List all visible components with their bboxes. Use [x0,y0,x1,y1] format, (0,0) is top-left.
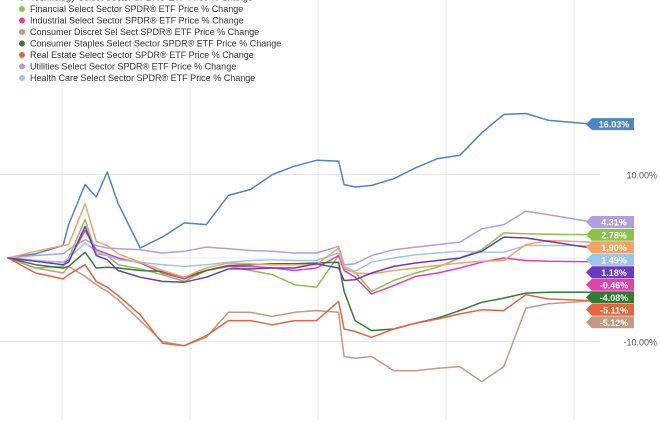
legend-entry: Consumer Staples Select Sector SPDR® ETF… [19,39,281,49]
end-label-badge [586,118,634,131]
end-label-value: -4.08% [600,293,629,303]
legend-entry: Utilities Select Sector SPDR® ETF Price … [19,62,236,72]
y-tick-label: -10.00% [623,338,657,348]
series-end-label: -5.12% [586,316,634,329]
series-line [7,257,593,347]
end-label-badge [586,228,634,241]
legend-swatch [19,17,25,24]
y-tick-label: 10.00% [626,171,657,181]
end-label-badge [586,216,634,229]
series-end-label: 2.78% [586,228,634,241]
end-label-value: 1.18% [601,268,627,278]
series-line [7,225,593,283]
legend-label: Industrial Select Sector SPDR® ETF Price… [30,16,244,26]
legend-swatch [19,52,25,58]
legend-entry: Consumer Discret Sel Sect SPDR® ETF Pric… [19,27,259,37]
end-label-value: -0.46% [600,280,629,290]
legend-entry: Technology Select Sector SPDR® ETF Price… [20,0,253,3]
series-end-label: 16.03% [586,118,634,131]
legend-entry: Health Care Select Sector SPDR® ETF Pric… [19,73,255,83]
end-label-value: -5.12% [600,318,629,328]
legend-label: Real Estate Select Sector SPDR® ETF Pric… [30,50,254,60]
series-end-label: 1.90% [586,241,634,254]
legend-swatch [19,75,25,81]
end-label-value: 1.49% [601,255,627,265]
legend: Technology Select Sector SPDR® ETF Price… [19,0,281,83]
legend-entry: Industrial Select Sector SPDR® ETF Price… [19,16,244,26]
end-label-badge [586,291,634,304]
legend-swatch [19,29,25,35]
legend-swatch [20,0,24,1]
series-line [7,112,593,259]
series-end-label: 1.49% [586,253,634,266]
series-line [7,251,593,332]
series-end-label: 4.31% [586,216,634,229]
legend-swatch [19,6,25,12]
end-label-value: 16.03% [599,120,630,130]
legend-label: Utilities Select Sector SPDR® ETF Price … [30,62,236,72]
legend-label: Technology Select Sector SPDR® ETF Price… [30,0,253,3]
legend-swatch [19,40,25,47]
end-label-badge [586,241,634,254]
series-line [7,229,593,295]
series-end-label: -0.46% [586,278,634,291]
series-line [7,257,593,383]
series-line [7,202,593,278]
legend-swatch [19,63,25,70]
end-label-badge [586,253,634,266]
legend-label: Health Care Select Sector SPDR® ETF Pric… [30,73,255,83]
end-label-value: 2.78% [601,230,627,240]
legend-label: Consumer Discret Sel Sect SPDR® ETF Pric… [30,27,259,37]
series-end-label: -4.08% [586,291,634,304]
end-label-value: 1.90% [601,243,627,253]
end-label-value: 4.31% [601,218,627,228]
series-end-label: -5.11% [586,303,634,316]
series-end-label: 1.18% [586,266,634,279]
end-label-badge [586,303,634,316]
series-line [7,210,593,266]
series-layer [7,112,593,383]
grid-layer [0,0,600,425]
legend-label: Financial Select Sector SPDR® ETF Price … [30,4,243,14]
end-label-badge [586,266,634,279]
end-label-value: -5.11% [600,305,628,315]
end-label-badge [586,316,634,329]
legend-entry: Real Estate Select Sector SPDR® ETF Pric… [19,50,254,60]
end-labels: 16.03% 4.31% 2.78% 1.90% 1.49% 1.18% -0.46% -4.… [586,118,634,329]
legend-label: Consumer Staples Select Sector SPDR® ETF… [30,39,281,49]
end-label-badge [586,278,634,291]
legend-entry: Financial Select Sector SPDR® ETF Price … [19,4,243,14]
